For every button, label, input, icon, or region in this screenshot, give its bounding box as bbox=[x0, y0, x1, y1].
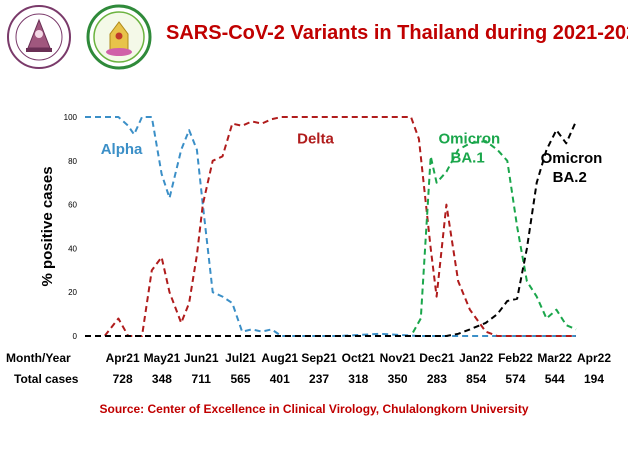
y-tick-label: 20 bbox=[68, 288, 77, 297]
series-label-line-omicron-ba-1: BA.1 bbox=[451, 149, 485, 166]
y-tick-label: 40 bbox=[68, 244, 77, 253]
month-label: Nov21 bbox=[380, 351, 416, 365]
chart-axes: 0 20 40 60 80 100 % positive cases bbox=[39, 113, 78, 341]
month-label: Jan22 bbox=[459, 351, 493, 365]
total-cases-value: 237 bbox=[309, 372, 329, 386]
series-label-line-alpha: Alpha bbox=[101, 141, 143, 158]
y-tick-label: 60 bbox=[68, 201, 77, 210]
total-cases-value: 194 bbox=[584, 372, 604, 386]
y-tick-label: 100 bbox=[64, 113, 78, 122]
series-label-line-omicron-ba-2: Omicron bbox=[541, 150, 603, 167]
month-total-table: Month/Year Total cases Apr21 728 May21 348 Jun… bbox=[6, 351, 611, 386]
total-cases-value: 544 bbox=[545, 372, 565, 386]
series-label-alpha: Alpha bbox=[101, 141, 143, 158]
total-row-label: Total cases bbox=[14, 372, 79, 386]
total-cases-value: 283 bbox=[427, 372, 447, 386]
series-label-omicron-ba-1: Omicron BA.1 bbox=[439, 130, 501, 166]
y-axis-label: % positive cases bbox=[39, 166, 56, 286]
month-label: Sep21 bbox=[301, 351, 337, 365]
month-label: Feb22 bbox=[498, 351, 533, 365]
series-line-omicron-ba-1 bbox=[85, 140, 577, 337]
variant-line-chart: 0 20 40 60 80 100 % positive cases Alpha Delta O… bbox=[6, 113, 611, 386]
month-label: Apr21 bbox=[106, 351, 140, 365]
series-line-omicron-ba-2 bbox=[85, 120, 577, 337]
month-label: Apr22 bbox=[577, 351, 611, 365]
total-cases-value: 711 bbox=[192, 372, 212, 386]
month-label: Aug21 bbox=[261, 351, 298, 365]
virology-center-seal-logo bbox=[7, 5, 71, 69]
month-label: Mar22 bbox=[537, 351, 572, 365]
y-tick-label: 0 bbox=[73, 332, 78, 341]
month-label: Jul21 bbox=[225, 351, 256, 365]
total-cases-value: 574 bbox=[505, 372, 525, 386]
series-label-delta: Delta bbox=[297, 130, 334, 147]
total-cases-value: 318 bbox=[348, 372, 368, 386]
total-cases-value: 854 bbox=[466, 372, 486, 386]
month-label: Dec21 bbox=[419, 351, 455, 365]
series-label-line-omicron-ba-2: BA.2 bbox=[553, 169, 587, 186]
total-cases-value: 565 bbox=[230, 372, 250, 386]
chart-series-layer bbox=[85, 116, 577, 337]
total-cases-value: 348 bbox=[152, 372, 172, 386]
chart-title: SARS-CoV-2 Variants in Thailand during 2… bbox=[166, 22, 628, 44]
chula-medicine-seal-logo bbox=[86, 4, 152, 70]
month-row-label: Month/Year bbox=[6, 351, 71, 365]
series-label-line-omicron-ba-1: Omicron bbox=[439, 130, 501, 147]
total-cases-value: 728 bbox=[113, 372, 133, 386]
y-tick-label: 80 bbox=[68, 157, 77, 166]
source-note: Source: Center of Excellence in Clinical… bbox=[99, 402, 529, 416]
total-cases-value: 401 bbox=[270, 372, 290, 386]
month-label: May21 bbox=[144, 351, 181, 365]
series-label-omicron-ba-2: Omicron BA.2 bbox=[541, 150, 603, 186]
month-label: Oct21 bbox=[342, 351, 376, 365]
month-label: Jun21 bbox=[184, 351, 219, 365]
series-label-line-delta: Delta bbox=[297, 130, 334, 147]
chart-labels-layer: Alpha Delta Omicron BA.1 Omicron BA.2 bbox=[101, 130, 603, 186]
series-line-delta bbox=[85, 116, 576, 337]
total-cases-value: 350 bbox=[388, 372, 408, 386]
series-line-alpha bbox=[85, 116, 576, 337]
